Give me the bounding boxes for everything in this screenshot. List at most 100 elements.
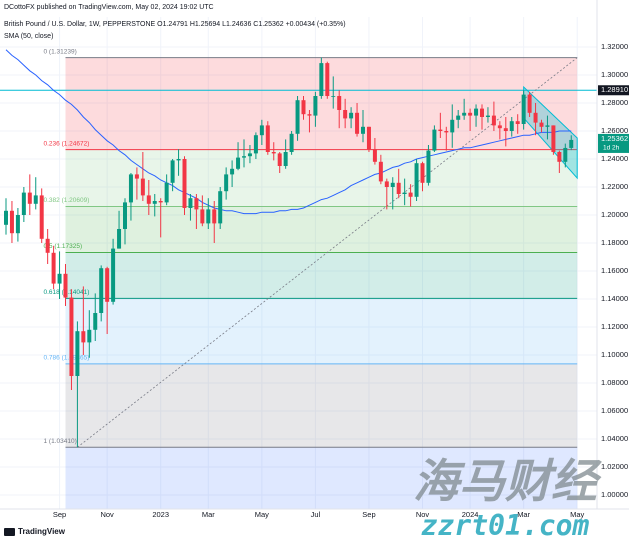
- candle-body: [527, 94, 532, 113]
- fib-label: 0 (1.31239): [44, 48, 77, 55]
- time-label: Mar: [517, 510, 530, 519]
- candle-body: [9, 210, 14, 234]
- candle-body: [545, 125, 550, 127]
- time-label: 2024: [462, 510, 479, 519]
- candle-body: [33, 195, 38, 204]
- candle-body: [224, 174, 229, 192]
- time-label: Nov: [100, 510, 114, 519]
- countdown: 1d 2h: [603, 145, 620, 152]
- candle-body: [230, 168, 235, 175]
- candle-body: [408, 192, 413, 197]
- fib-band: [65, 252, 578, 299]
- candle-body: [63, 273, 68, 298]
- candle-body: [450, 119, 455, 133]
- price-label: 1.12000: [601, 322, 628, 331]
- candle-body: [206, 209, 211, 224]
- time-label: Sep: [53, 510, 66, 519]
- candle-body: [539, 122, 544, 127]
- candle-body: [111, 248, 116, 302]
- fib-band: [65, 149, 578, 207]
- candle-body: [45, 238, 50, 253]
- candle-body: [140, 178, 145, 196]
- fib-label: 1 (1.03410): [44, 438, 77, 445]
- candle-body: [491, 115, 496, 126]
- price-label: 1.02000: [601, 462, 628, 471]
- candle-body: [265, 125, 270, 152]
- candle-body: [289, 133, 294, 152]
- candle-body: [21, 192, 26, 215]
- candle-body: [218, 191, 223, 224]
- candle-body: [4, 210, 8, 225]
- fib-label: 0.5 (1.17325): [44, 243, 83, 250]
- candle-body: [319, 63, 324, 96]
- time-label: Jul: [311, 510, 321, 519]
- candle-body: [176, 159, 181, 161]
- candle-body: [480, 108, 484, 117]
- candle-body: [87, 329, 92, 343]
- candle-body: [247, 153, 252, 157]
- candle-body: [378, 161, 383, 182]
- candle-body: [117, 229, 122, 249]
- price-label: 1.14000: [601, 294, 628, 303]
- candle-body: [372, 149, 377, 162]
- candle-body: [497, 125, 502, 129]
- candle-body: [366, 126, 371, 150]
- price-label: 1.08000: [601, 378, 628, 387]
- candle-body: [152, 201, 157, 204]
- candle-body: [271, 152, 276, 154]
- candle-body: [515, 121, 520, 124]
- candle-body: [134, 174, 139, 179]
- sma-line: [5, 49, 572, 215]
- price-label: 1.06000: [601, 406, 628, 415]
- price-label: 1.22000: [601, 182, 628, 191]
- candle-body: [170, 160, 175, 183]
- candle-body: [355, 112, 360, 134]
- candle-body: [57, 273, 62, 284]
- candle-body: [93, 313, 98, 330]
- indicator-label: SMA (50, close): [4, 33, 53, 40]
- watermark-site: zzrt01.com: [421, 509, 590, 542]
- candle-body: [456, 115, 461, 120]
- candle-body: [158, 201, 163, 203]
- candle-body: [259, 125, 264, 136]
- candle-body: [212, 209, 217, 224]
- candle-body: [521, 94, 526, 124]
- candle-body: [51, 252, 56, 284]
- brand: TradingView: [18, 527, 66, 536]
- candle-body: [390, 182, 395, 187]
- last-price-box: [598, 133, 629, 153]
- candle-body: [69, 297, 74, 376]
- candle-body: [325, 63, 330, 96]
- candle-body: [277, 153, 282, 166]
- fib-label: 0.786 (1.09365): [44, 355, 90, 362]
- price-label: 1.20000: [601, 210, 628, 219]
- candle-body: [283, 152, 288, 166]
- time-label: May: [570, 510, 584, 519]
- symbol-info: British Pound / U.S. Dollar, 1W, PEPPERS…: [4, 21, 346, 28]
- plot-area: 0 (1.31239) 0.236 (1.24672) 0.382 (1.20609…: [0, 17, 597, 509]
- candle-body: [444, 131, 449, 133]
- candle-body: [164, 182, 169, 203]
- candle-body: [503, 128, 508, 131]
- candle-body: [563, 147, 568, 162]
- fib-label: 0.382 (1.20609): [44, 197, 90, 204]
- candle-body: [384, 181, 389, 187]
- candle-body: [426, 150, 431, 183]
- candle-body: [331, 96, 336, 97]
- candle-body: [569, 139, 574, 148]
- candle-body: [414, 163, 419, 197]
- time-label: Sep: [362, 510, 375, 519]
- candle-body: [474, 108, 479, 116]
- candle-body: [313, 96, 318, 116]
- price-label: 1.30000: [601, 70, 628, 79]
- time-label: Mar: [202, 510, 215, 519]
- candle-body: [301, 100, 306, 115]
- price-label: 1.26000: [601, 126, 628, 135]
- candle-body: [533, 112, 538, 123]
- time-label: Nov: [416, 510, 430, 519]
- price-label: 1.04000: [601, 434, 628, 443]
- fib-band: [65, 363, 578, 448]
- fib-band-below: [65, 447, 578, 509]
- candle-body: [200, 209, 205, 224]
